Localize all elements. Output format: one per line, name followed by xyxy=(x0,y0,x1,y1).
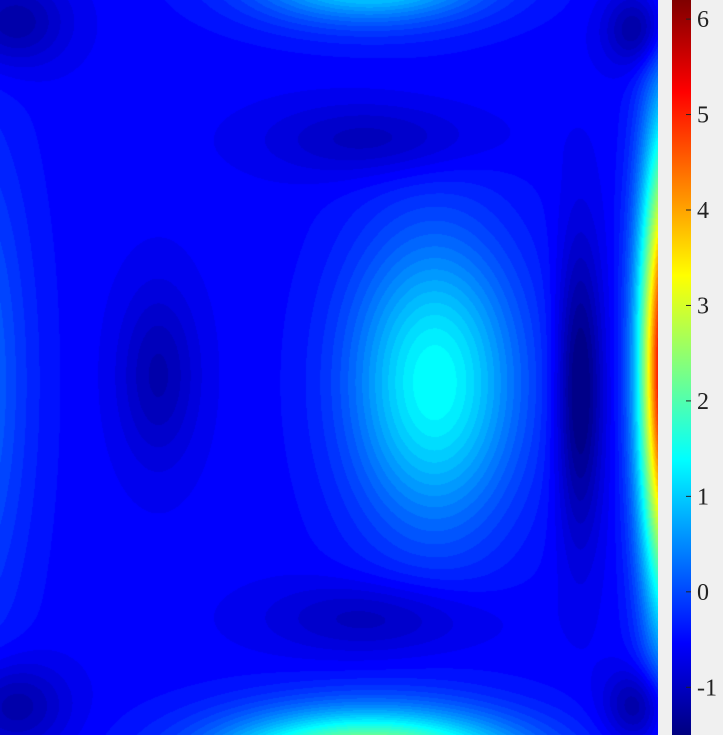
contour-plot-area xyxy=(0,0,658,735)
colorbar-tick-label: 5 xyxy=(697,103,709,129)
colorbar-tick-label: 4 xyxy=(697,198,709,224)
colorbar-tick-label: 0 xyxy=(697,580,709,606)
colorbar-tick-label: 1 xyxy=(697,484,709,510)
colorbar-gradient xyxy=(672,0,691,735)
colorbar-tick-label: 3 xyxy=(697,293,709,319)
colorbar-tick-label: -1 xyxy=(697,675,717,701)
colorbar-tick-label: 6 xyxy=(697,7,709,33)
colorbar-ticks: -1 0 1 2 3 4 5 6 xyxy=(686,7,717,701)
colorbar-tick-label: 2 xyxy=(697,389,709,415)
